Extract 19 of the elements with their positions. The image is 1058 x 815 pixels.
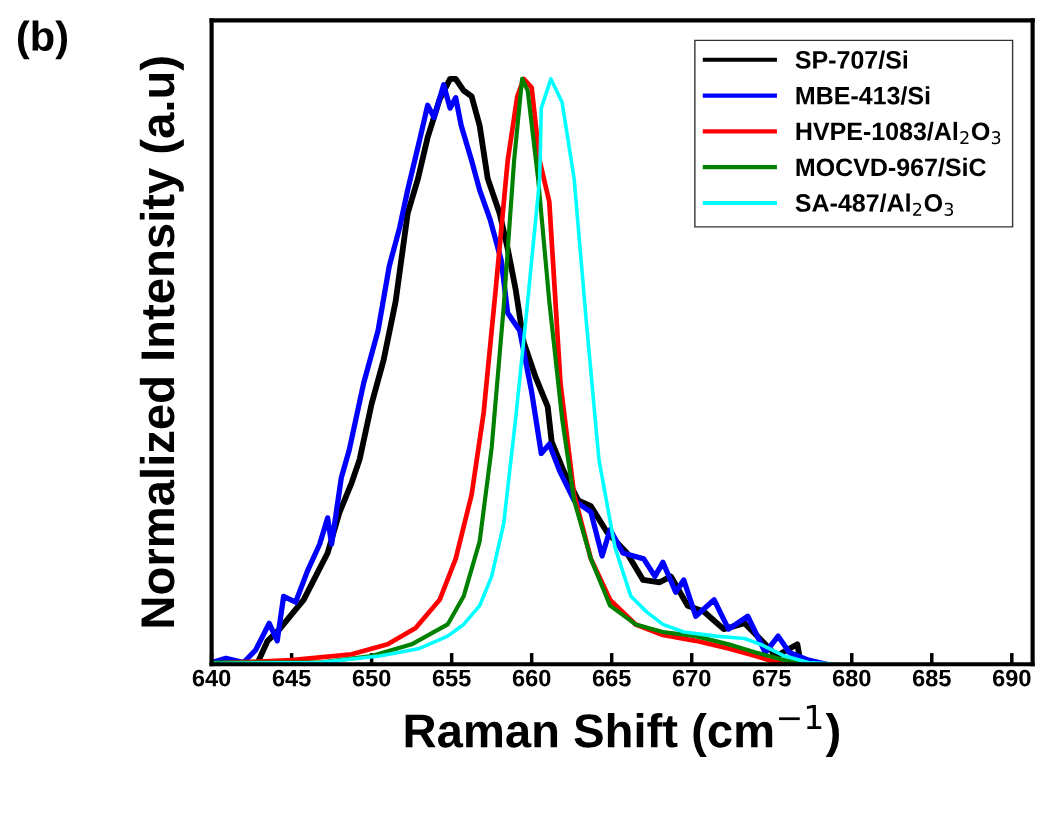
x-tick-label: 670 bbox=[672, 669, 711, 687]
x-tick-label: 680 bbox=[832, 669, 871, 687]
legend-label: SA-487/Al$_{2}$O$_{3}$ bbox=[795, 193, 954, 216]
x-tick-label: 685 bbox=[912, 669, 951, 687]
x-tick-label: 660 bbox=[512, 669, 551, 687]
x-tick-label: 655 bbox=[432, 669, 471, 687]
x-tick-label: 665 bbox=[592, 669, 631, 687]
x-axis-title: Raman Shift (cm$^{−1}$) bbox=[405, 704, 839, 757]
legend-label: SP-707/Si bbox=[795, 50, 908, 69]
x-tick-label: 650 bbox=[352, 669, 391, 687]
x-tick-label: 675 bbox=[752, 669, 791, 687]
legend-label: HVPE-1083/Al$_{2}$O$_{3}$ bbox=[796, 121, 1001, 145]
y-axis-title: Normalized Intensity (a.u) bbox=[139, 57, 184, 627]
x-tick-label: 640 bbox=[192, 669, 231, 687]
x-tick-label: 690 bbox=[992, 669, 1031, 687]
text: (b) bbox=[17, 20, 67, 60]
x-tick-label: 645 bbox=[272, 669, 311, 687]
legend-label: MOCVD-967/SiC bbox=[796, 157, 986, 177]
legend-label: MBE-413/Si bbox=[796, 86, 930, 105]
